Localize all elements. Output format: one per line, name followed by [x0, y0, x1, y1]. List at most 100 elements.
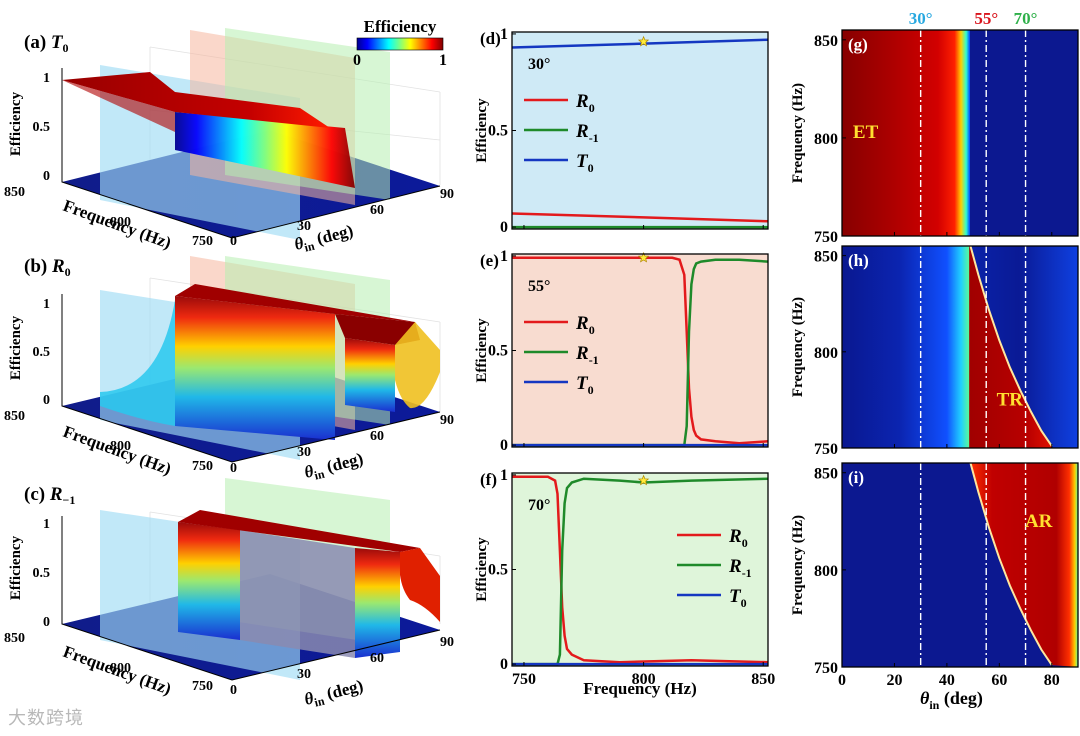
panel-h-tr-region [969, 246, 1052, 448]
legend-entry: T0 [729, 586, 747, 610]
panel-f-background [512, 473, 768, 666]
series-line-R0 [512, 475, 768, 664]
panel-a-front [62, 80, 175, 132]
series-line-R0 [512, 256, 768, 445]
colorbar-max: 1 [439, 52, 447, 69]
panel-h-heatmap [842, 245, 1078, 448]
x-tick-label: 60 [991, 672, 1007, 689]
panel-b-wall [175, 296, 335, 440]
panel-e-label: (e) [480, 251, 499, 270]
panel-c-surface: (c) R−1 1 0.5 0 Efficiency 850 800 750 F… [4, 478, 454, 712]
y-tick-label: 0 [500, 437, 508, 454]
panel-b-ztick-0: 0 [43, 393, 50, 408]
panel-a-wall [175, 112, 355, 188]
legend-entry: R0 [728, 526, 748, 550]
panel-i-frame [841, 462, 1079, 668]
panel-b-xlabel: θin (deg) [302, 449, 365, 485]
panel-c-top [178, 510, 420, 552]
panel-h-boundary [969, 245, 1053, 447]
panel-b-rise [100, 300, 175, 426]
y-tick-label: 850 [814, 249, 838, 266]
angle-marker-label: 55° [974, 9, 998, 28]
watermark: 大数跨境 [8, 708, 84, 729]
panel-c-xlabel: θin (deg) [302, 676, 365, 712]
legend-sub: -1 [589, 131, 599, 145]
xlabel-symbol: θ [920, 688, 930, 708]
series-line-R-1 [512, 477, 768, 666]
y-tick-label: 750 [814, 229, 838, 246]
y-tick-label: 750 [814, 660, 838, 677]
y-tick-label: 800 [814, 131, 838, 148]
panel-a-xtick-30: 30 [297, 219, 311, 234]
panel-b-zlabel: Efficiency [8, 315, 24, 380]
panel-a-ztick-0: 0 [43, 169, 50, 184]
panel-a-xtick-90: 90 [440, 187, 454, 202]
series-line-R-1 [512, 258, 768, 447]
star-marker [637, 251, 650, 263]
legend-sub: -1 [589, 353, 599, 367]
y-tick-label: 1 [500, 26, 508, 43]
panel-h-label: (h) [848, 251, 869, 270]
x-tick-label: 40 [939, 672, 955, 689]
panel-c-xtick-90: 90 [440, 635, 454, 650]
panel-g-region-label: ET [853, 122, 879, 143]
panel-b-xtick-90: 90 [440, 413, 454, 428]
panel-b-tail [395, 322, 440, 409]
colorbar-title: Efficiency [364, 17, 437, 36]
panel-i-ylabel: Frequency (Hz) [790, 515, 806, 615]
panel-f-series-group [512, 475, 768, 666]
legend-name: R [728, 526, 742, 547]
panel-g-heatmap [842, 30, 1078, 236]
legend-entry: R-1 [575, 121, 599, 145]
panel-h-region-label: TR [997, 390, 1024, 411]
legend-entry: T0 [576, 151, 594, 175]
panel-e-linechart: 00.51(e)55°Efficiency R0R-1T0 [474, 248, 769, 454]
panel-d-ylabel: Efficiency [474, 98, 490, 163]
y-tick-label: 800 [814, 563, 838, 580]
panel-a-xtick-0: 0 [230, 234, 237, 249]
panel-c-wall-right [355, 548, 400, 658]
panel-c-ytick-750: 750 [192, 679, 213, 694]
panel-b-top-right [335, 314, 420, 345]
panel-a-ytick-850: 850 [4, 185, 25, 200]
xlabel-sub: in [929, 698, 939, 712]
panel-c-wall-mid [240, 530, 355, 658]
panel-d-linechart: 00.51(d)30°Efficiency R0R-1T0 [474, 26, 769, 236]
angle-marker-label: 70° [1014, 9, 1038, 28]
panel-g-ylabel: Frequency (Hz) [790, 83, 806, 183]
legend-entry: R0 [575, 91, 595, 115]
panel-c-ztick-05: 0.5 [33, 566, 51, 581]
panel-e-series-group [512, 256, 768, 447]
legend-sub: 0 [589, 101, 595, 115]
panel-c-axes [61, 516, 441, 681]
colorbar: Efficiency 0 1 [353, 17, 447, 69]
panel-a-ytick-800: 800 [110, 215, 131, 230]
panel-d-angle: 30° [528, 56, 550, 73]
panel-e-ylabel: Efficiency [474, 318, 490, 383]
panel-c-tail [400, 548, 440, 622]
y-tick-label: 850 [814, 466, 838, 483]
panel-g-label: (g) [848, 35, 868, 54]
legend-sub: 0 [588, 161, 594, 175]
colorbar-min: 0 [353, 52, 361, 69]
star-marker [637, 474, 650, 486]
star-marker [637, 35, 650, 47]
panel-a-zlabel: Efficiency [8, 91, 24, 156]
panel-h-frame [841, 245, 1079, 449]
y-tick-label: 0 [500, 656, 508, 673]
xlabel-unit: (deg) [939, 688, 983, 709]
legend-name: R [575, 343, 589, 364]
panel-c-xtick-30: 30 [297, 667, 311, 682]
legend-entry: R0 [575, 313, 595, 337]
angle-marker-label: 30° [909, 9, 933, 28]
panel-i-label: (i) [848, 468, 864, 487]
y-tick-label: 0.5 [488, 343, 508, 360]
panel-b-ytick-800: 800 [110, 439, 131, 454]
y-tick-label: 750 [814, 441, 838, 458]
legend-name: R [575, 91, 589, 112]
panel-c-ztick-0: 0 [43, 615, 50, 630]
legend-entry: R-1 [728, 556, 752, 580]
panel-b-ztick-1: 1 [43, 297, 50, 312]
panel-c-xtick-0: 0 [230, 683, 237, 698]
panel-b-ytick-850: 850 [4, 409, 25, 424]
